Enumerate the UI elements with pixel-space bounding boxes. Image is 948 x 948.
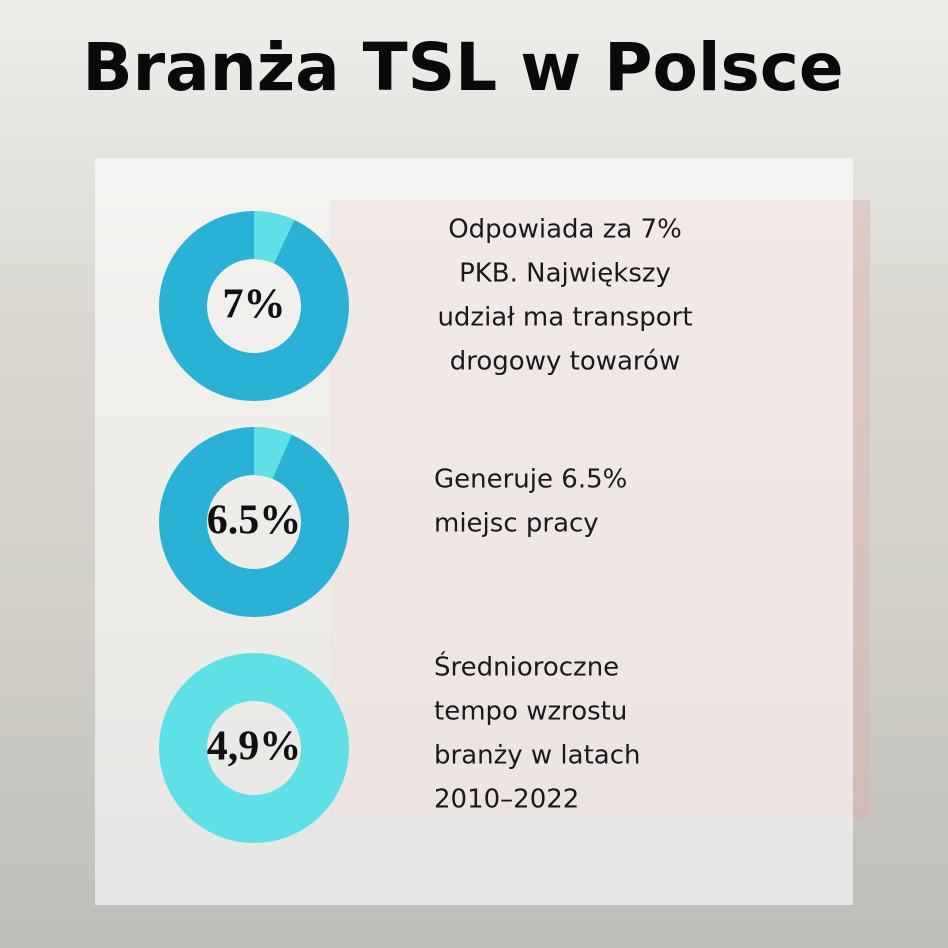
donut-label: 4,9% [207, 724, 302, 770]
donut-segment [252, 211, 295, 264]
description-line: udział ma transport [437, 303, 692, 333]
title: Branża TSL w Polsce [82, 29, 843, 106]
donut-label: 6.5% [207, 498, 302, 544]
donut-label: 7% [223, 282, 286, 328]
description-line: Średnioroczne [434, 651, 619, 683]
description-line: PKB. Największy [459, 259, 671, 289]
description-line: 2010–2022 [434, 785, 579, 815]
description-line: drogowy towarów [450, 347, 680, 377]
description-line: miejsc pracy [434, 509, 599, 539]
panel [95, 158, 853, 905]
description-line: branży w latach [434, 741, 641, 771]
donut-segment [253, 427, 292, 480]
description-line: tempo wzrostu [434, 697, 627, 727]
description-line: Odpowiada za 7% [448, 215, 682, 245]
donut-ring [159, 653, 349, 843]
description-line: Generuje 6.5% [434, 465, 627, 495]
